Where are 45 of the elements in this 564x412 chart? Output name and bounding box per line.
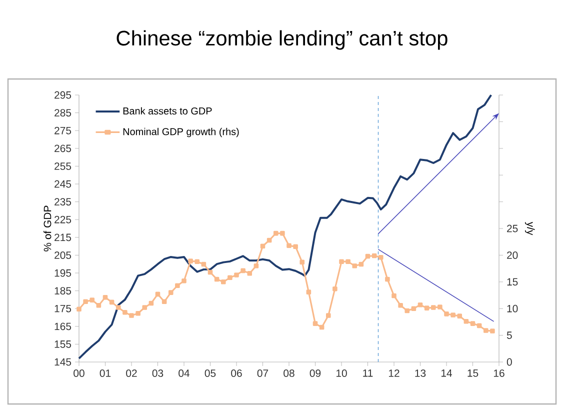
- x-tick-label: 00: [74, 370, 84, 377]
- x-tick-label: 06: [231, 370, 242, 377]
- chart-title: Chinese “zombie lending” can’t stop: [116, 30, 448, 50]
- y-tick-label: 285: [54, 109, 72, 117]
- x-tick-label: 03: [152, 370, 164, 377]
- x-tick-label: 10: [336, 370, 347, 377]
- x-tick-label: 11: [363, 370, 373, 377]
- x-tick-label: 12: [388, 370, 400, 377]
- x-tick-label: 05: [204, 370, 216, 377]
- x-tick-label: 08: [284, 370, 294, 377]
- y-tick-label: 235: [54, 198, 72, 206]
- y-tick-label: 265: [54, 144, 72, 152]
- y-tick-label: 205: [54, 252, 72, 259]
- y-tick-label: 295: [54, 91, 72, 99]
- x-tick-label: 01: [100, 370, 111, 377]
- x-tick-label: 09: [310, 370, 321, 377]
- x-tick-label: 15: [468, 370, 478, 377]
- y-tick-label: 145: [54, 358, 72, 366]
- y-tick-label: 215: [54, 234, 72, 242]
- legend-label: Bank assets to GDP: [123, 107, 212, 115]
- x-tick-label: 04: [178, 370, 190, 377]
- legend-label: Nominal GDP growth (rhs): [123, 128, 239, 138]
- y-tick-label: 245: [54, 180, 72, 188]
- x-tick-label: 13: [415, 370, 426, 377]
- x-tick-label: 14: [441, 370, 452, 377]
- y-tick-label: 155: [54, 340, 72, 348]
- line-series: [78, 94, 492, 360]
- y-tick-label: 225: [54, 216, 72, 224]
- y-tick-label: 255: [54, 162, 72, 170]
- x-tick-label: 02: [126, 370, 137, 377]
- y2-tick-label: 5: [506, 332, 512, 339]
- y2-tick-label: 15: [507, 278, 518, 286]
- y2-tick-label: 20: [507, 252, 518, 259]
- x-tick-label: 16: [494, 370, 504, 377]
- y2-tick-label: 25: [507, 224, 518, 232]
- y-tick-label: 165: [54, 322, 72, 330]
- x-tick-label: 07: [257, 370, 268, 377]
- y2-tick-label: 0: [506, 358, 512, 366]
- y-axis-title: % of GDP: [44, 206, 52, 252]
- y-tick-label: 175: [54, 304, 72, 312]
- y-tick-label: 195: [54, 269, 72, 277]
- y-tick-label: 185: [54, 287, 72, 295]
- y2-axis-title: y/y: [524, 222, 535, 236]
- y2-tick-label: 10: [507, 304, 518, 312]
- y-tick-label: 275: [54, 126, 72, 134]
